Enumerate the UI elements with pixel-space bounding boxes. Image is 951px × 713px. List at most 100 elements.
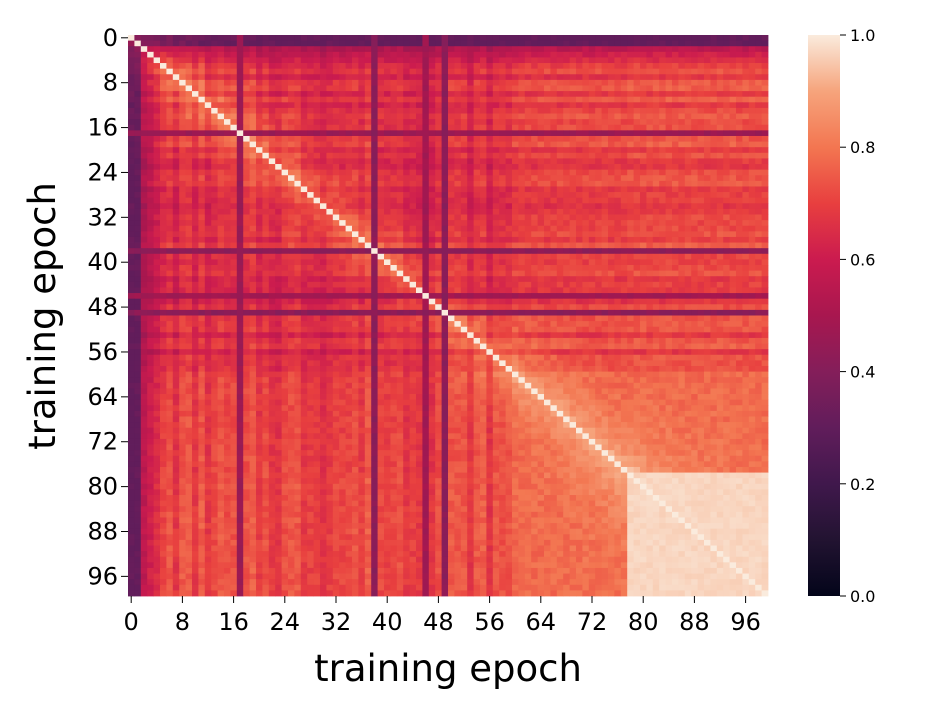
heatmap-cell	[640, 265, 647, 272]
heatmap-cell	[352, 298, 359, 305]
heatmap-cell	[678, 175, 686, 182]
heatmap-cell	[288, 141, 295, 148]
heatmap-cell	[428, 124, 436, 131]
heatmap-cell	[128, 130, 135, 137]
heatmap-cell	[128, 298, 135, 305]
heatmap-cell	[147, 85, 154, 92]
heatmap-cell	[224, 186, 231, 193]
heatmap-cell	[684, 220, 692, 227]
heatmap-cell	[294, 102, 302, 109]
heatmap-cell	[396, 57, 404, 64]
heatmap-cell	[448, 208, 455, 215]
heatmap-cell	[454, 40, 462, 47]
heatmap-cell	[627, 35, 634, 42]
heatmap-cell	[384, 304, 391, 311]
heatmap-cell	[518, 192, 526, 199]
heatmap-cell	[134, 231, 142, 238]
heatmap-cell	[358, 35, 366, 42]
heatmap-cell	[480, 265, 487, 272]
heatmap-cell	[467, 197, 474, 204]
heatmap-cell	[153, 304, 161, 311]
heatmap-cell	[627, 208, 634, 215]
heatmap-cell	[729, 40, 737, 47]
heatmap-cell	[326, 186, 334, 193]
heatmap-cell	[403, 57, 410, 64]
heatmap-cell	[236, 152, 244, 159]
heatmap-cell	[371, 96, 378, 103]
heatmap-cell	[499, 175, 506, 182]
heatmap-cell	[761, 270, 769, 277]
heatmap-cell	[185, 180, 193, 187]
heatmap-cell	[211, 220, 218, 227]
heatmap-cell	[371, 164, 378, 171]
heatmap-cell	[665, 107, 673, 114]
heatmap-cell	[524, 85, 532, 92]
heatmap-cell	[185, 96, 193, 103]
heatmap-cell	[736, 74, 743, 81]
heatmap-cell	[716, 180, 724, 187]
heatmap-cell	[697, 107, 705, 114]
heatmap-cell	[134, 169, 142, 176]
heatmap-cell	[672, 192, 679, 199]
heatmap-cell	[166, 214, 174, 221]
heatmap-cell	[448, 91, 455, 98]
heatmap-cell	[601, 46, 609, 53]
heatmap-cell	[550, 203, 558, 210]
heatmap-cell	[217, 102, 225, 109]
heatmap-cell	[556, 270, 564, 277]
heatmap-cell	[320, 119, 327, 126]
heatmap-cell	[339, 46, 346, 53]
heatmap-cell	[672, 46, 679, 53]
heatmap-cell	[614, 57, 622, 64]
heatmap-cell	[377, 304, 385, 311]
heatmap-cell	[704, 236, 711, 243]
heatmap-cell	[249, 180, 257, 187]
heatmap-cell	[569, 152, 577, 159]
heatmap-cell	[576, 130, 583, 137]
heatmap-cell	[422, 276, 430, 283]
heatmap-cell	[192, 85, 199, 92]
heatmap-cell	[684, 119, 692, 126]
heatmap-cell	[505, 208, 513, 215]
heatmap-cell	[288, 287, 295, 294]
heatmap-cell	[556, 91, 564, 98]
heatmap-cell	[128, 68, 135, 75]
heatmap-cell	[422, 124, 430, 131]
heatmap-cell	[281, 164, 289, 171]
heatmap-cell	[198, 287, 206, 294]
heatmap-cell	[345, 96, 353, 103]
heatmap-cell	[755, 124, 762, 131]
heatmap-cell	[396, 119, 404, 126]
heatmap-cell	[697, 281, 705, 288]
heatmap-cell	[460, 309, 468, 316]
heatmap-cell	[512, 85, 519, 92]
heatmap-cell	[326, 225, 334, 232]
heatmap-cell	[550, 113, 558, 120]
heatmap-cell	[640, 130, 647, 137]
heatmap-cell	[499, 147, 506, 154]
heatmap-cell	[147, 180, 154, 187]
heatmap-cell	[620, 113, 628, 120]
heatmap-cell	[473, 192, 481, 199]
heatmap-cell	[371, 107, 378, 114]
heatmap-cell	[147, 293, 154, 300]
heatmap-cell	[678, 35, 686, 42]
heatmap-cell	[601, 130, 609, 137]
heatmap-cell	[646, 253, 654, 260]
heatmap-cell	[185, 119, 193, 126]
heatmap-cell	[563, 220, 570, 227]
heatmap-cell	[563, 91, 570, 98]
heatmap-cell	[147, 113, 154, 120]
heatmap-cell	[448, 40, 455, 47]
heatmap-cell	[518, 242, 526, 249]
heatmap-cell	[185, 79, 193, 86]
heatmap-cell	[608, 130, 615, 137]
heatmap-cell	[576, 79, 583, 86]
heatmap-cell	[716, 74, 724, 81]
heatmap-cell	[729, 259, 737, 266]
heatmap-cell	[243, 259, 250, 266]
heatmap-cell	[640, 141, 647, 148]
heatmap-cell	[505, 164, 513, 171]
heatmap-cell	[691, 102, 698, 109]
heatmap-cell	[422, 175, 430, 182]
